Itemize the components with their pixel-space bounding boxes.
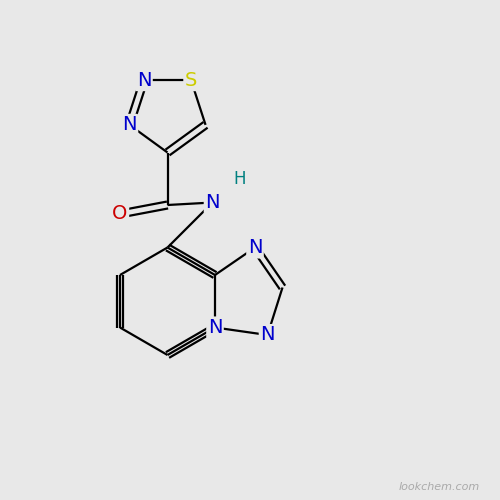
Text: N: N <box>122 116 136 134</box>
Text: N: N <box>206 193 220 212</box>
Text: H: H <box>234 170 246 188</box>
Text: N: N <box>248 238 262 257</box>
Text: N: N <box>208 318 222 337</box>
Text: N: N <box>260 326 275 344</box>
Text: N: N <box>136 70 151 90</box>
Text: O: O <box>112 204 128 224</box>
Text: lookchem.com: lookchem.com <box>399 482 480 492</box>
Text: S: S <box>185 70 197 90</box>
